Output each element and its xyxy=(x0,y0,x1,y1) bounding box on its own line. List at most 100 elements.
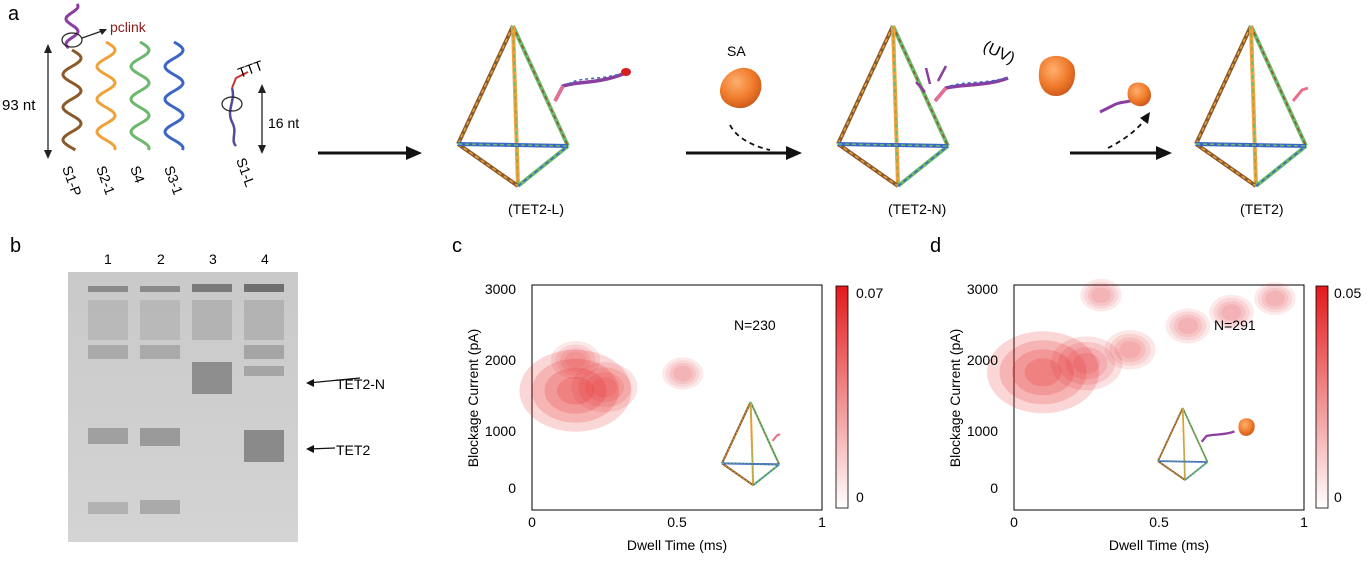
pclink-label: pclink xyxy=(110,19,147,35)
tet2n-band-arrowhead xyxy=(306,379,314,387)
heat-contour-1-2 xyxy=(1087,284,1115,306)
heat-contour-1-3 xyxy=(1091,287,1111,304)
panel-c: c N=230 0 0.5 1 0 1000 2000 3000 Dwell T… xyxy=(452,235,883,553)
count-c: N=230 xyxy=(734,317,776,333)
heat-contour-3-0 xyxy=(1209,294,1254,330)
panel-a: a pclink 93 nt S1-P S2-1 S4 S3-1 TTT 16 … xyxy=(2,3,1309,217)
nt93-label: 93 nt xyxy=(2,97,36,114)
x-tick-c-05: 0.5 xyxy=(667,514,687,530)
tet2n-band-label: TET2-N xyxy=(336,376,385,392)
heat-contour-2-0 xyxy=(1165,308,1211,344)
heat-contour-4-1 xyxy=(1109,333,1151,366)
x-tick-c-1: 1 xyxy=(818,514,826,530)
x-axis-label-d: Dwell Time (ms) xyxy=(1109,537,1209,553)
lane-label-2: 2 xyxy=(157,251,165,267)
y-axis-label-c: Blockage Current (pA) xyxy=(465,329,481,468)
colorbar-d xyxy=(1315,285,1329,509)
heat-contour-3-0 xyxy=(519,349,632,432)
strand-label-s1p: S1-P xyxy=(59,164,85,199)
x-tick-d-05: 0.5 xyxy=(1149,514,1169,530)
lane-label-3: 3 xyxy=(209,251,217,267)
panel-b: b 1 2 3 4 TET xyxy=(10,235,385,542)
y-tick-d-2000: 2000 xyxy=(967,352,998,368)
colorbar-c-max: 0.07 xyxy=(856,285,883,301)
heat-contour-0-0 xyxy=(662,357,704,390)
panel-d: d N=291 0 0.5 1 0 1000 2000 3000 Dwell T… xyxy=(930,235,1361,553)
heat-contour-5-1 xyxy=(1058,341,1115,385)
heat-contour-3-1 xyxy=(1213,297,1250,327)
sa-label: SA xyxy=(727,43,746,59)
y-tick-c-1000: 1000 xyxy=(485,423,516,439)
heat-contour-3-2 xyxy=(544,367,607,414)
panel-a-label: a xyxy=(8,3,20,25)
streptavidin-shape xyxy=(719,67,762,109)
heat-contour-0-2 xyxy=(669,363,697,385)
heatmap-c-frame xyxy=(531,284,823,511)
tet2-band-label: TET2 xyxy=(336,442,370,458)
strand-helix-2 xyxy=(95,40,117,151)
nt16-arrowhead-bottom xyxy=(258,145,266,154)
heat-contour-5-3 xyxy=(1073,352,1100,374)
pclink-arrowhead xyxy=(99,29,107,35)
nt16-label: 16 nt xyxy=(268,115,299,131)
heat-contour-1-0 xyxy=(1080,278,1122,312)
heat-contour-1-3 xyxy=(564,351,587,369)
tetrahedron-inset-c xyxy=(720,400,781,487)
strand-helix-4 xyxy=(163,40,185,151)
heat-contour-0-1 xyxy=(665,360,700,387)
heat-contour-2-1 xyxy=(1169,311,1207,341)
heat-contour-2-2 xyxy=(584,372,625,403)
heat-contour-1-1 xyxy=(1083,281,1119,309)
cleaved-streptavidin xyxy=(1127,82,1152,107)
nt93-arrowhead-bottom xyxy=(44,150,52,159)
tetrahedron-tet2l xyxy=(456,24,631,188)
nt16-arrowhead-top xyxy=(258,84,266,93)
y-tick-d-3000: 3000 xyxy=(967,281,998,297)
heatmap-d-frame xyxy=(1013,284,1305,511)
heatmap-d-plot xyxy=(987,278,1296,414)
linker-label: S1-L xyxy=(233,156,258,189)
strand-helix-3 xyxy=(129,40,151,151)
colorbar-c xyxy=(835,285,849,509)
panel-d-label: d xyxy=(930,235,941,257)
tetrahedron-tet2 xyxy=(1194,24,1309,188)
panel-b-label: b xyxy=(10,235,21,257)
uv-label: (UV) xyxy=(980,38,1017,67)
colorbar-d-max: 0.05 xyxy=(1334,285,1361,301)
pclink-circle xyxy=(61,32,83,48)
heat-contour-4-3 xyxy=(1119,341,1141,359)
step-arrow-2-head xyxy=(786,146,802,160)
linker-tail xyxy=(231,71,249,89)
heat-contour-1-1 xyxy=(555,344,596,376)
y-tick-c-0: 0 xyxy=(508,480,516,496)
heat-contour-2-3 xyxy=(1177,317,1199,334)
x-tick-d-0: 0 xyxy=(1010,514,1018,530)
heat-contour-6-0 xyxy=(987,331,1099,414)
panel-c-label: c xyxy=(452,235,462,257)
axes-d: 0 0.5 1 0 1000 2000 3000 Dwell Time (ms)… xyxy=(947,281,1308,553)
heat-contour-2-3 xyxy=(591,377,618,398)
linker-strand xyxy=(228,87,238,147)
tetrahedron-tet2n xyxy=(836,24,1076,188)
heat-contour-1-2 xyxy=(560,348,591,372)
y-tick-d-0: 0 xyxy=(990,480,998,496)
heat-contour-2-1 xyxy=(578,367,631,408)
step-arrow-3-head xyxy=(1156,146,1172,160)
heat-contour-0-1 xyxy=(1257,285,1293,313)
heat-contour-3-2 xyxy=(1217,301,1246,324)
heat-contour-3-3 xyxy=(557,376,594,405)
heat-contour-5-2 xyxy=(1065,347,1108,380)
y-axis-label-d: Blockage Current (pA) xyxy=(947,329,963,468)
strand-label-s31: S3-1 xyxy=(161,164,186,197)
heat-contour-6-1 xyxy=(999,340,1087,405)
tetrahedron-inset-d xyxy=(1157,407,1255,481)
heat-contour-0-3 xyxy=(1265,290,1285,307)
release-arrow xyxy=(1107,117,1147,149)
strand-helix-1 xyxy=(61,48,83,152)
heat-contour-0-0 xyxy=(1254,282,1296,315)
heat-contour-3-1 xyxy=(532,358,619,423)
heat-contour-3-3 xyxy=(1221,304,1242,321)
tet2l-label: (TET2-L) xyxy=(508,201,564,217)
strand-label-s21: S2-1 xyxy=(93,164,118,197)
nt93-arrowhead-top xyxy=(44,44,52,53)
